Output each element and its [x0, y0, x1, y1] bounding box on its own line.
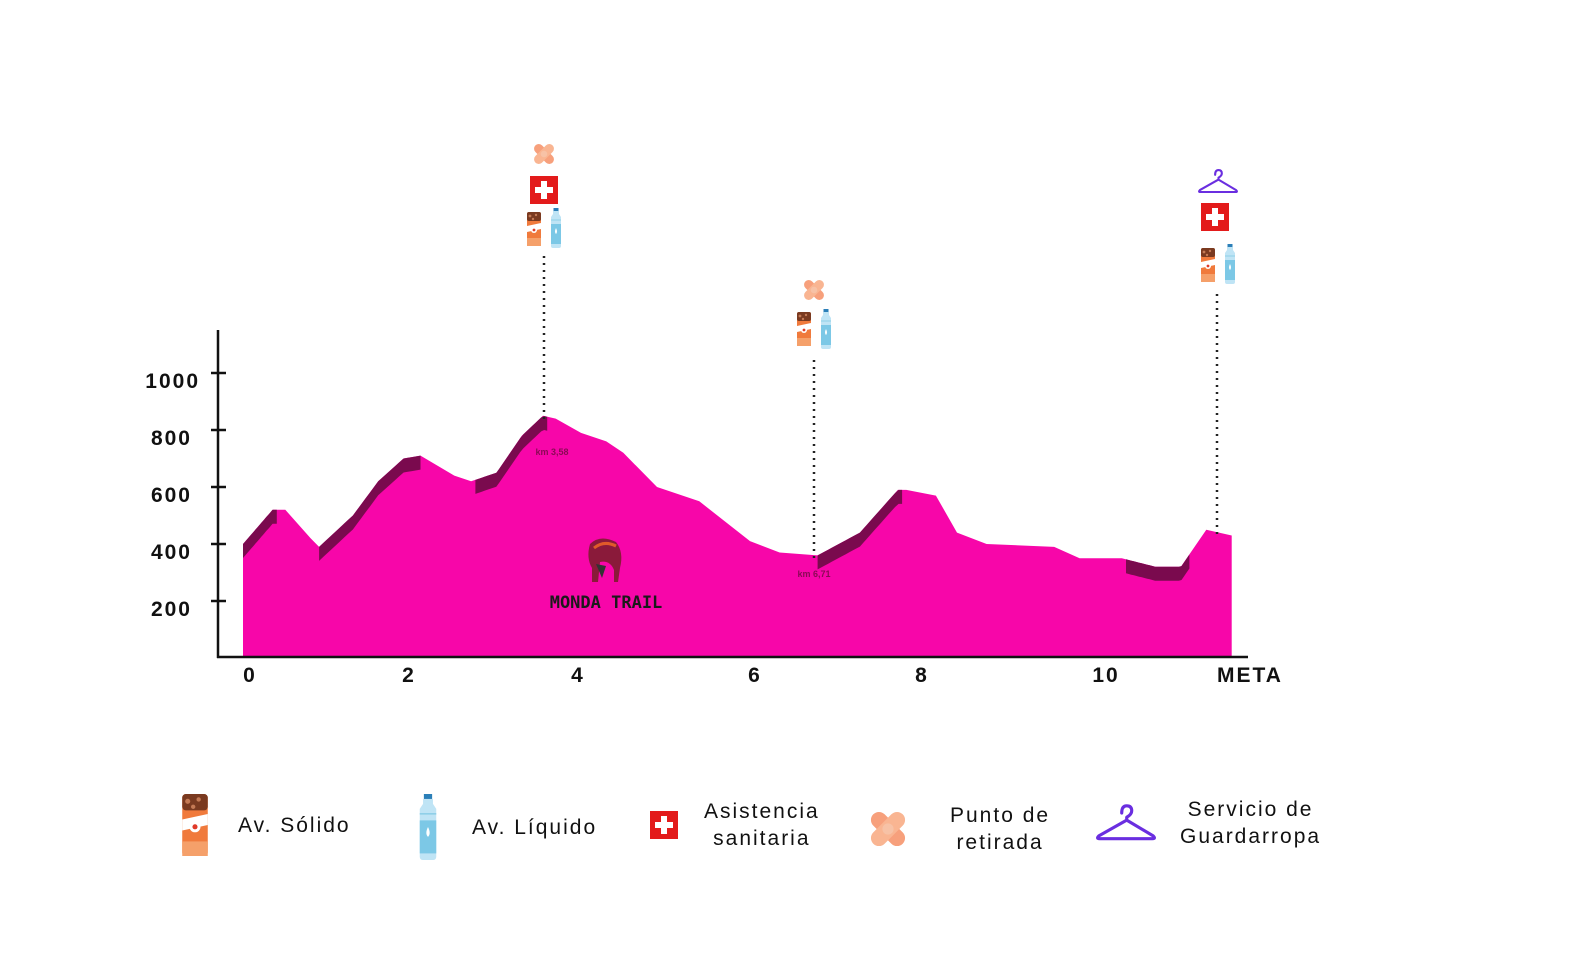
punto-de-retirada-icon	[532, 142, 556, 166]
axes	[216, 330, 1248, 659]
x-axis-ticks: 0 2 4 6 8 10 META	[243, 664, 1283, 687]
legend: Av. Sólido Av. Líquido Asistencia sanita…	[0, 790, 1588, 880]
km-label: km 3,58	[535, 447, 568, 457]
climb-segment	[319, 455, 421, 561]
legend-item-guardarropa: Servicio de Guardarropa	[1094, 796, 1321, 850]
x-tick-label: 8	[915, 664, 929, 687]
legend-item-av-liquido: Av. Líquido	[416, 794, 597, 860]
aid-station-2: km 6,71	[797, 278, 832, 579]
climb-segment	[475, 416, 548, 494]
av-solido-icon	[1201, 248, 1215, 282]
guardarropa-icon	[1094, 803, 1158, 843]
legend-label: Punto de retirada	[950, 804, 1051, 854]
legend-item-punto-de-retirada: Punto de retirada	[864, 802, 1050, 856]
av-liquido-icon	[1224, 244, 1236, 284]
y-tick-label: 600	[151, 484, 192, 507]
av-solido-icon	[797, 312, 811, 346]
aid-station-finish	[1197, 168, 1239, 538]
legend-label: Servicio de Guardarropa	[1180, 798, 1322, 848]
elevation-profile	[243, 415, 1232, 658]
profile-area	[243, 415, 1232, 658]
climb-segments	[243, 416, 1190, 581]
logo-text: MONDA TRAIL	[550, 593, 663, 613]
km-label: km 6,71	[797, 569, 830, 579]
av-liquido-icon	[550, 208, 562, 248]
y-tick-label: 200	[151, 598, 192, 621]
elevation-chart: MONDA TRAIL 0 2 4 6 8 10 META 200 400 60…	[145, 142, 1283, 687]
y-axis-ticks	[211, 371, 226, 603]
av-liquido-icon	[820, 309, 832, 349]
climb-segment	[817, 489, 903, 570]
aid-station-1: km 3,58	[527, 142, 569, 457]
punto-de-retirada-icon	[864, 805, 912, 853]
y-tick-label: 800	[151, 427, 192, 450]
climb-segment	[1126, 554, 1190, 581]
legend-label: Av. Líquido	[472, 815, 598, 839]
legend-label: Asistencia sanitaria	[704, 800, 820, 850]
av-solido-icon	[180, 794, 210, 856]
punto-de-retirada-icon	[802, 278, 826, 302]
asistencia-sanitaria-icon	[1201, 203, 1229, 231]
climb-segment	[243, 509, 277, 558]
x-tick-label: 4	[571, 664, 585, 687]
legend-item-av-solido: Av. Sólido	[180, 794, 351, 856]
y-tick-labels: 200 400 600 800 1000	[145, 370, 200, 621]
x-tick-label: 2	[402, 664, 416, 687]
y-tick-label: 400	[151, 541, 192, 564]
y-tick-label: 1000	[145, 370, 200, 393]
monda-trail-logo: MONDA TRAIL	[550, 538, 663, 613]
x-tick-label-meta: META	[1217, 664, 1283, 687]
helmet-icon	[588, 538, 622, 582]
x-tick-label: 10	[1092, 664, 1119, 687]
guardarropa-icon	[1197, 168, 1239, 194]
asistencia-sanitaria-icon	[650, 811, 678, 839]
asistencia-sanitaria-icon	[530, 176, 558, 204]
av-liquido-icon	[416, 794, 440, 860]
x-tick-label: 0	[243, 664, 257, 687]
av-solido-icon	[527, 212, 541, 246]
x-tick-label: 6	[748, 664, 762, 687]
legend-label: Av. Sólido	[238, 813, 351, 837]
legend-item-asistencia-sanitaria: Asistencia sanitaria	[650, 798, 820, 852]
